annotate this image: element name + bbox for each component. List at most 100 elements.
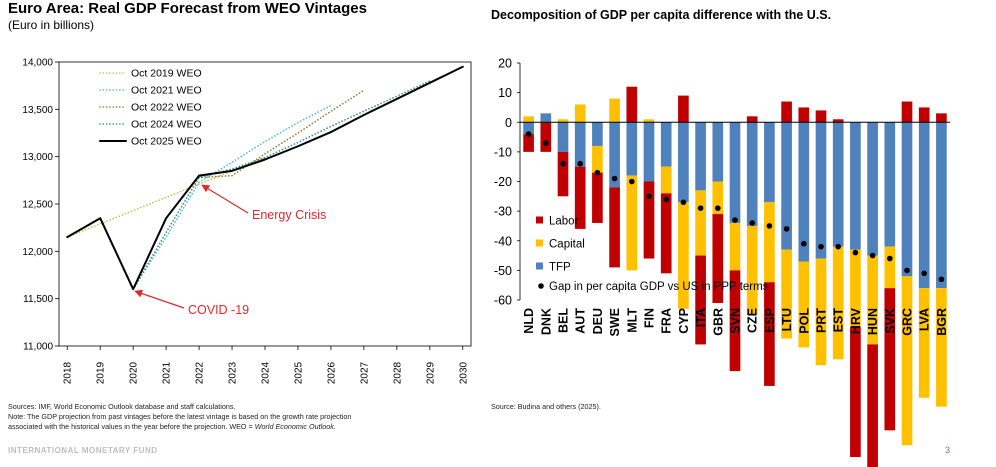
gap-dot-dnk xyxy=(543,140,549,146)
bar-tfp-svk xyxy=(884,122,896,247)
gap-dot-gbr xyxy=(715,205,721,211)
gap-dot-prt xyxy=(818,243,824,250)
y-tick-label: -30 xyxy=(494,205,512,219)
bar-labor-fra xyxy=(660,193,672,274)
y-tick-label: -50 xyxy=(494,264,512,278)
gap-dot-hrv xyxy=(852,249,859,256)
x-category-label: SVN xyxy=(729,308,743,334)
bar-capital-aut xyxy=(574,104,586,123)
notes-sources: Sources: IMF, World Economic Outlook dat… xyxy=(8,402,236,411)
bar-tfp-pol xyxy=(798,122,810,262)
bar-tfp-bel xyxy=(557,122,569,152)
bar-capital-cze xyxy=(746,225,758,315)
bar-tfp-ita xyxy=(695,122,706,191)
bar-tfp-lva xyxy=(918,122,930,289)
bar-labor-bgr xyxy=(936,113,947,123)
bar-labor-hun xyxy=(867,344,878,467)
legend-label: Oct 2021 WEO xyxy=(131,85,202,97)
notes-line-1: Note: The GDP projection from past vinta… xyxy=(8,412,352,421)
x-category-label: CYP xyxy=(677,308,691,334)
bar-labor-svk xyxy=(884,288,896,431)
y-tick-label: -60 xyxy=(494,294,512,308)
gap-dot-pol xyxy=(801,240,807,247)
gap-dot-svn xyxy=(732,217,738,223)
bar-capital-grc xyxy=(901,276,913,446)
bar-capital-ita xyxy=(695,190,706,256)
y-tick-label: 11,000 xyxy=(23,342,53,353)
y-tick-label: 13,000 xyxy=(22,152,53,163)
bar-capital-ltu xyxy=(781,249,792,339)
bar-tfp-aut xyxy=(574,122,586,167)
bar-labor-dnk xyxy=(540,122,552,152)
series-line-oct-2021-weo xyxy=(132,104,332,291)
bar-tfp-fin xyxy=(643,122,655,182)
x-tick-label: 2022 xyxy=(195,361,206,384)
bar-capital-lva xyxy=(918,288,930,398)
bar-capital-est xyxy=(832,246,844,360)
series-line-oct-2025-weo xyxy=(66,65,464,291)
x-tick-label: 2024 xyxy=(261,361,272,384)
x-category-label: CZE xyxy=(746,308,760,333)
y-tick-label: -20 xyxy=(494,175,512,189)
x-tick-label: 2029 xyxy=(425,361,436,384)
bar-tfp-gbr xyxy=(712,122,724,182)
legend-label: Labor xyxy=(549,216,579,228)
y-tick-label: 12,500 xyxy=(22,200,53,211)
gap-dot-cze xyxy=(749,220,755,226)
y-tick-label: 14,000 xyxy=(22,58,53,69)
gap-dot-ltu xyxy=(783,226,790,232)
bar-tfp-ltu xyxy=(781,122,792,250)
bar-labor-gbr xyxy=(712,214,724,303)
bar-labor-hrv xyxy=(850,326,861,458)
bar-capital-swe xyxy=(609,98,620,123)
bar-tfp-est xyxy=(832,122,844,247)
legend-label: Oct 2022 WEO xyxy=(131,102,202,114)
x-tick-label: 2025 xyxy=(293,361,304,384)
y-tick-label: 0 xyxy=(505,116,512,130)
bar-tfp-swe xyxy=(609,122,620,188)
notes-line-2-prefix: associated with the historical values in… xyxy=(8,422,255,431)
bar-tfp-prt xyxy=(815,122,827,259)
y-tick-label: -40 xyxy=(494,234,512,248)
x-category-label: FRA xyxy=(660,308,674,334)
bar-labor-mlt xyxy=(626,86,638,123)
bar-labor-swe xyxy=(609,187,620,268)
bar-capital-svk xyxy=(884,246,896,289)
bar-capital-pol xyxy=(798,261,810,348)
legend-label: Capital xyxy=(549,239,585,251)
bar-tfp-grc xyxy=(901,122,913,277)
bar-tfp-cze xyxy=(746,122,758,226)
bar-labor-fin xyxy=(643,181,655,259)
series-line-oct-2022-weo xyxy=(198,89,365,179)
bar-tfp-esp xyxy=(764,122,775,203)
x-tick-label: 2027 xyxy=(359,361,370,384)
gap-dot-fin xyxy=(646,193,652,200)
gap-dot-cyp xyxy=(680,199,687,206)
gap-dot-lva xyxy=(921,270,927,277)
bar-labor-ltu xyxy=(781,101,792,123)
gap-dot-deu xyxy=(594,169,601,176)
x-category-label: HUN xyxy=(866,308,880,335)
x-category-label: FIN xyxy=(643,308,657,328)
bar-capital-nld xyxy=(523,116,534,123)
annotation-covid: COVID -19 xyxy=(188,303,249,317)
bar-capital-esp xyxy=(764,202,775,283)
y-tick-label: 20 xyxy=(498,57,512,71)
x-category-label: ITA xyxy=(694,308,708,327)
y-tick-label: 11,500 xyxy=(23,294,53,305)
legend-swatch xyxy=(538,283,544,289)
x-category-label: LVA xyxy=(918,308,932,331)
y-tick-label: 13,500 xyxy=(22,105,53,116)
series-line-oct-2024-weo xyxy=(132,80,431,291)
gap-dot-swe xyxy=(611,175,618,182)
x-tick-label: 2020 xyxy=(129,361,140,384)
x-category-label: BGR xyxy=(935,308,949,336)
x-category-label: MLT xyxy=(625,308,639,333)
bar-capital-hrv xyxy=(850,249,861,327)
bar-capital-cyp xyxy=(678,202,689,309)
x-category-label: POL xyxy=(797,308,811,334)
x-category-label: DNK xyxy=(539,308,553,335)
gap-dot-nld xyxy=(525,131,532,137)
legend-label: Oct 2019 WEO xyxy=(131,68,202,80)
